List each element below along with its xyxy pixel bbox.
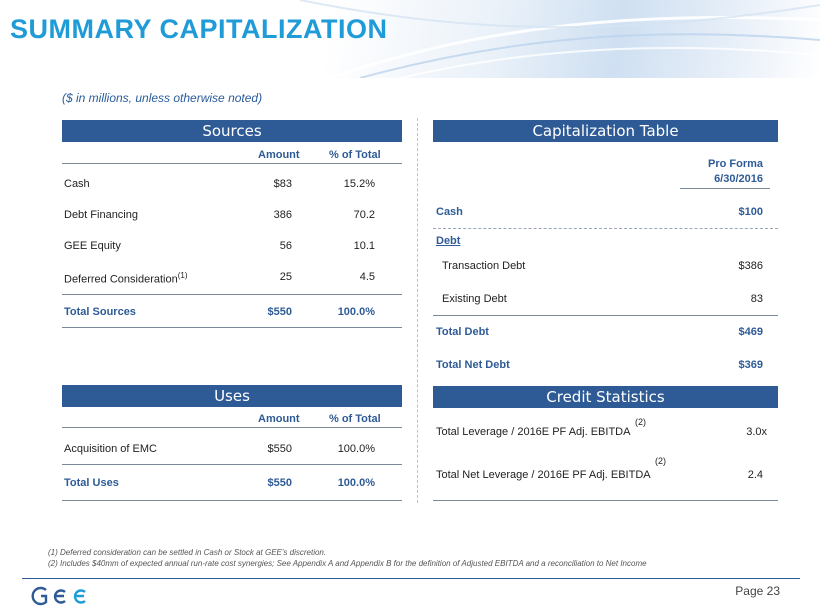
sources-row-label-text: Deferred Consideration	[64, 273, 178, 286]
credit-row-value: 3.0x	[746, 426, 767, 438]
sources-row-label: Deferred Consideration(1)	[64, 271, 188, 286]
sources-total-label: Total Sources	[64, 306, 136, 318]
sources-row-label: Debt Financing	[64, 209, 138, 221]
divider	[62, 294, 402, 295]
uses-total-amount: $550	[267, 477, 292, 489]
dashed-divider	[433, 228, 778, 229]
uses-col-pct: % of Total	[329, 413, 381, 425]
sources-total-pct: 100.0%	[337, 306, 375, 318]
uses-header: Uses	[62, 385, 402, 407]
divider	[433, 500, 778, 501]
cap-cash-label: Cash	[436, 206, 463, 218]
sources-col-amount: Amount	[258, 149, 300, 161]
cap-row-label: Existing Debt	[442, 293, 507, 305]
sources-row-label: Cash	[64, 178, 90, 190]
cap-cash-value: $100	[738, 206, 763, 218]
page-number: Page 23	[735, 584, 780, 598]
cap-total-debt-value: $469	[738, 326, 763, 338]
divider	[62, 464, 402, 465]
cap-total-debt-label: Total Debt	[436, 326, 489, 338]
sources-row-amount: 56	[279, 240, 292, 252]
sources-row-pct: 10.1	[353, 240, 375, 252]
sources-row-amount: 25	[279, 271, 292, 283]
sources-header: Sources	[62, 120, 402, 142]
cap-col-line1: Pro Forma	[707, 158, 763, 170]
sources-col-pct: % of Total	[329, 149, 381, 161]
units-subtitle: ($ in millions, unless otherwise noted)	[62, 91, 263, 105]
credit-row-label: Total Leverage / 2016E PF Adj. EBITDA	[436, 426, 631, 438]
divider	[62, 327, 402, 328]
uses-row-pct: 100.0%	[337, 443, 375, 455]
sources-row-amount: 386	[273, 209, 292, 221]
uses-row-amount: $550	[267, 443, 292, 455]
uses-col-amount: Amount	[258, 413, 300, 425]
credit-row-value: 2.4	[747, 469, 763, 481]
uses-row-label: Acquisition of EMC	[64, 443, 157, 455]
header-background	[0, 0, 820, 78]
sources-row-pct: 15.2%	[343, 178, 375, 190]
divider	[680, 188, 770, 189]
cap-total-net-debt-label: Total Net Debt	[436, 359, 510, 371]
footnote-marker: (2)	[635, 417, 646, 427]
capitalization-header: Capitalization Table	[433, 120, 778, 142]
sources-row-pct: 4.5	[359, 271, 375, 283]
divider	[62, 163, 402, 164]
divider	[433, 315, 778, 316]
page-title: SUMMARY CAPITALIZATION	[10, 14, 388, 44]
cap-debt-label: Debt	[436, 235, 461, 247]
divider	[62, 500, 402, 501]
footnote-marker: (2)	[655, 456, 666, 466]
footer-rule	[22, 578, 800, 579]
cap-col-line2: 6/30/2016	[714, 173, 763, 185]
gee-logo-icon	[30, 584, 92, 613]
header-swoosh-graphic	[299, 0, 820, 78]
cap-total-net-debt-value: $369	[738, 359, 763, 371]
credit-statistics-header: Credit Statistics	[433, 386, 778, 408]
sources-row-pct: 70.2	[353, 209, 375, 221]
cap-row-value: $386	[738, 260, 763, 272]
cap-row-value: 83	[750, 293, 763, 305]
footnote: (2) Includes $40mm of expected annual ru…	[48, 559, 647, 568]
sources-row-label: GEE Equity	[64, 240, 121, 252]
footnote-marker: (1)	[177, 271, 188, 280]
cap-row-label: Transaction Debt	[442, 260, 526, 272]
divider	[62, 427, 402, 428]
sources-row-amount: $83	[273, 178, 292, 190]
sources-total-amount: $550	[267, 306, 292, 318]
uses-total-pct: 100.0%	[337, 477, 375, 489]
footnote: (1) Deferred consideration can be settle…	[48, 548, 327, 557]
uses-total-label: Total Uses	[64, 477, 119, 489]
column-divider	[417, 118, 418, 503]
credit-row-label: Total Net Leverage / 2016E PF Adj. EBITD…	[436, 469, 651, 481]
